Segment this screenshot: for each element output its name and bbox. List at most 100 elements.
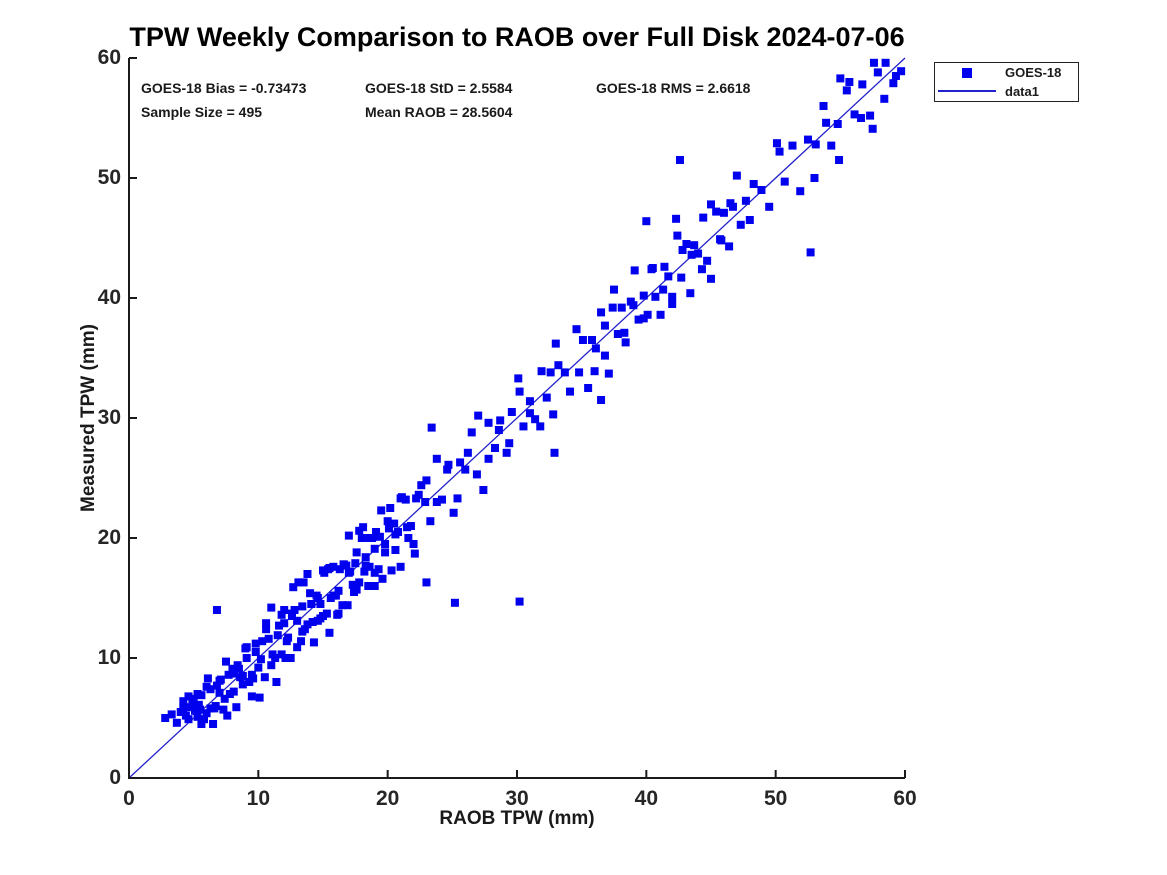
scatter-marker — [299, 578, 308, 587]
scatter-marker — [190, 706, 199, 715]
scatter-marker — [352, 548, 361, 557]
scatter-marker — [262, 625, 271, 634]
scatter-marker — [372, 528, 381, 536]
scatter-marker — [357, 534, 366, 542]
scatter-marker — [293, 616, 302, 625]
scatter-marker — [365, 562, 374, 571]
scatter-marker — [491, 444, 500, 452]
scatter-marker — [238, 680, 247, 689]
reference-line-data1 — [128, 57, 906, 779]
scatter-marker — [461, 465, 470, 474]
scatter-marker — [355, 578, 364, 587]
scatter-marker — [588, 336, 597, 344]
x-tick-label: 50 — [763, 787, 788, 810]
scatter-marker — [651, 292, 660, 301]
scatter-marker — [378, 574, 387, 583]
scatter-marker — [222, 657, 230, 666]
scatter-marker — [247, 692, 256, 701]
scatter-marker — [351, 559, 360, 568]
scatter-marker — [804, 135, 812, 144]
scatter-marker — [273, 631, 282, 640]
scatter-marker — [600, 321, 609, 330]
scatter-marker — [229, 687, 238, 696]
scatter-marker — [502, 448, 511, 457]
legend-entry-data1: data1 — [935, 83, 1078, 100]
scatter-marker — [391, 530, 400, 539]
scatter-marker — [313, 594, 322, 602]
line-icon — [938, 90, 996, 93]
scatter-marker — [260, 673, 269, 682]
scatter-marker — [456, 458, 465, 467]
x-axis-tick-labels: 0 10 20 30 40 50 60 — [0, 786, 1167, 814]
scatter-marker — [810, 174, 819, 182]
scatter-marker — [868, 124, 877, 133]
scatter-marker — [536, 422, 545, 431]
scatter-marker — [212, 606, 221, 614]
scatter-marker — [303, 620, 312, 629]
scatter-marker — [880, 94, 889, 103]
scatter-marker — [184, 715, 193, 724]
scatter-marker — [197, 691, 206, 700]
y-tick-label: 40 — [97, 286, 121, 309]
scatter-marker — [258, 637, 267, 646]
scatter-marker — [484, 418, 493, 427]
scatter-marker — [215, 688, 224, 697]
scatter-marker — [765, 202, 774, 211]
scatter-marker — [381, 540, 390, 548]
scatter-marker — [303, 570, 312, 578]
scatter-marker — [866, 111, 875, 120]
scatter-marker — [719, 208, 728, 217]
scatter-marker — [542, 393, 551, 402]
scatter-marker — [833, 120, 842, 128]
scatter-marker — [409, 540, 418, 548]
scatter-marker — [308, 618, 317, 626]
y-tick-label: 30 — [97, 406, 121, 429]
scatter-marker — [306, 589, 315, 598]
scatter-marker — [268, 650, 277, 659]
scatter-marker — [845, 78, 854, 86]
scatter-marker — [664, 272, 673, 281]
scatter-marker — [370, 582, 379, 590]
stat-sample-size: Sample Size = 495 — [141, 104, 263, 120]
scatter-marker — [188, 698, 197, 707]
scatter-marker — [597, 396, 606, 404]
scatter-marker — [736, 220, 745, 229]
scatter-marker — [656, 310, 665, 319]
scatter-marker — [202, 709, 211, 718]
scatter-marker — [256, 655, 265, 664]
scatter-marker — [741, 196, 750, 205]
scatter-marker — [690, 241, 699, 250]
scatter-marker — [209, 720, 218, 728]
scatter-marker — [897, 67, 906, 76]
scatter-marker — [410, 549, 419, 558]
y-axis-label: Measured TPW (mm) — [78, 324, 99, 512]
scatter-marker — [275, 621, 284, 630]
scatter-marker — [591, 344, 600, 353]
scatter-marker — [377, 506, 386, 515]
scatter-marker — [339, 560, 348, 569]
scatter-marker — [387, 566, 396, 575]
scatter-marker — [630, 266, 639, 275]
scatter-marker — [370, 544, 379, 553]
scatter-marker — [247, 670, 256, 679]
scatter-marker — [537, 367, 546, 376]
scatter-marker — [365, 534, 374, 542]
scatter-marker — [316, 600, 325, 608]
scatter-marker — [505, 439, 514, 448]
x-tick-label: 60 — [893, 787, 917, 810]
scatter-marker — [703, 256, 712, 265]
scatter-marker — [578, 336, 587, 344]
scatter-marker — [334, 586, 343, 595]
scatter-marker — [525, 409, 534, 418]
scatter-marker — [873, 68, 882, 77]
scatter-marker — [707, 200, 715, 209]
scatter-marker — [211, 702, 220, 710]
scatter-marker — [796, 187, 805, 196]
y-axis-tick-labels: 0 10 20 30 40 50 60 — [0, 0, 121, 875]
stat-mean-raob: Mean RAOB = 28.5604 — [365, 104, 513, 120]
scatter-marker — [267, 661, 276, 670]
scatter-marker — [467, 428, 476, 437]
scatter-marker — [732, 171, 741, 180]
scatter-marker — [634, 315, 643, 324]
scatter-marker — [316, 614, 325, 623]
